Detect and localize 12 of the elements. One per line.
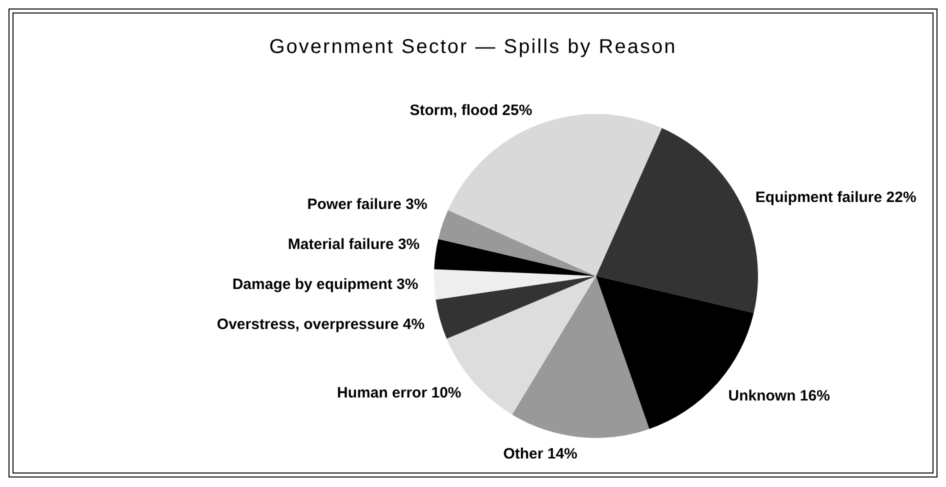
pie-slice [434,269,596,300]
slice-label: Overstress, overpressure 4% [216,316,425,334]
slice-label: Equipment failure 22% [755,189,916,206]
slice-label: Damage by equipment 3% [232,276,418,294]
slice-label: Unknown 16% [728,387,830,404]
chart-title: Government Sector — Spills by Reason [269,36,677,58]
slice-label: Other 14% [503,445,578,462]
slice-label: Storm, flood 25% [410,102,532,120]
slice-label: Human error 10% [337,384,462,402]
slice-label: Material failure 3% [288,236,420,254]
slice-label: Power failure 3% [307,196,428,214]
pie-slice [434,239,596,276]
